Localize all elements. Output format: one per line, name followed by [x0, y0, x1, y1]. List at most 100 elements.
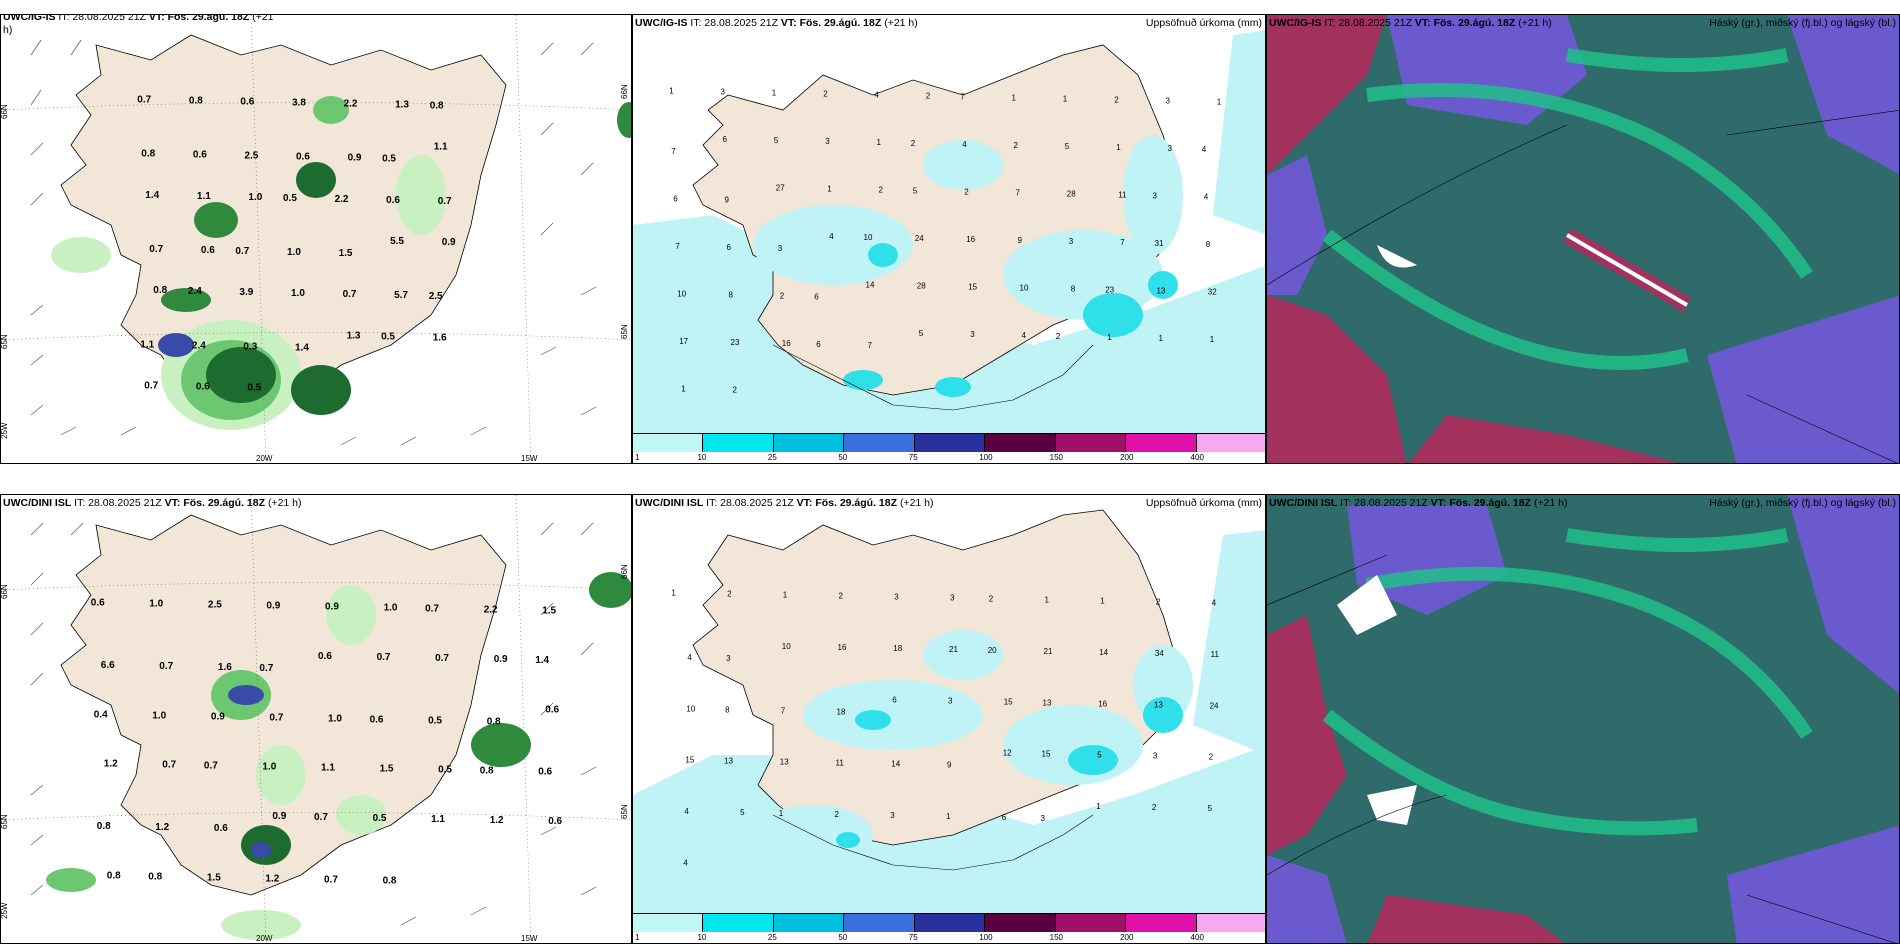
valid-time: VT: Fös. 29.ágú. 18Z [1414, 17, 1516, 29]
precip-value-label: 4 [1212, 599, 1217, 608]
wind-value-label: 0.6 [318, 651, 332, 662]
precip-value-label: 1 [1107, 333, 1112, 342]
right-label-65n: 65N [620, 324, 629, 339]
wind-value-label: 0.7 [314, 812, 328, 823]
precip-value-label: 28 [917, 282, 926, 291]
precip-value-label: 1 [1096, 802, 1101, 811]
precip-value-label: 4 [962, 140, 967, 149]
precip-value-label: 7 [675, 242, 680, 251]
precip-value-label: 15 [968, 283, 977, 292]
wind-value-label: 0.9 [494, 654, 508, 665]
wind-value-label: 1.3 [347, 330, 361, 341]
precip-value-label: 1 [1159, 334, 1164, 343]
precip-value-label: 2 [989, 595, 994, 604]
colorbar-swatch [633, 434, 704, 452]
precip-value-label: 7 [671, 147, 676, 156]
precip-value-label: 10 [686, 704, 695, 713]
colorbar-swatch [703, 434, 774, 452]
wind-value-label: 1.4 [295, 342, 309, 353]
colorbar-tick-label: 10 [697, 933, 707, 942]
top-cloud-panel: UWC/IG-IS IT: 28.08.2025 21Z VT: Fös. 29… [1266, 14, 1900, 464]
wind-value-label: 0.6 [193, 150, 207, 161]
wind-value-label: 2.2 [344, 99, 358, 110]
wind-value-label: 0.9 [272, 811, 286, 822]
wind-value-label: 0.8 [430, 101, 444, 112]
top-precip-map: 1 3 1 2 4 2 7 1 1 2 3 176 5 3 1 2 4 2 5 1 3 46 927 1 2 5 2 7 28 11 3 47… [633, 15, 1265, 463]
wind-value-label: 0.3 [243, 341, 257, 352]
wind-value-label: 1.1 [197, 191, 211, 202]
init-time: IT: 28.08.2025 21Z [687, 17, 781, 29]
top-colorbar [633, 433, 1265, 452]
colorbar-swatch [1126, 914, 1197, 932]
top-precip-right-title: Uppsöfnuð úrkoma (mm) [1145, 17, 1262, 29]
precip-value-label: 1 [783, 591, 788, 600]
precip-value-label: 15 [1042, 750, 1051, 759]
wind-value-label: 0.8 [153, 285, 167, 296]
wind-value-label: 0.4 [94, 709, 108, 720]
precip-value-label: 5 [1208, 804, 1213, 813]
init-time: IT: 28.08.2025 21Z [1321, 17, 1415, 29]
wind-value-label: 1.2 [490, 815, 504, 826]
model-name: UWC/DINI ISL [635, 497, 704, 509]
precip-value-label: 13 [724, 757, 733, 766]
precip-value-label: 3 [970, 330, 975, 339]
wind-value-label: 2.4 [188, 286, 202, 297]
precip-value-label: 4 [829, 232, 834, 241]
precip-value-label: 14 [866, 281, 875, 290]
precip-value-label: 6 [816, 340, 821, 349]
precip-value-label: 5 [1065, 142, 1070, 151]
init-time: IT: 28.08.2025 21Z [1337, 497, 1431, 509]
wind-value-label: 0.8 [383, 875, 397, 886]
colorbar-swatch [914, 434, 986, 452]
precip-value-label: 1 [772, 88, 777, 97]
wind-value-label: 1.1 [434, 142, 448, 153]
wind-value-label: 0.8 [189, 96, 203, 107]
wind-value-label: 1.6 [433, 332, 447, 343]
precip-value-label: 5 [774, 136, 779, 145]
colorbar-swatch [914, 914, 986, 932]
iceland-land [60, 514, 507, 896]
colorbar-swatch [633, 914, 704, 932]
model-name: UWC/IG-IS [3, 14, 56, 23]
colorbar-tick-label: 100 [979, 933, 993, 942]
lead-time: (+21 h) [1531, 497, 1568, 509]
wind-value-label: 1.0 [149, 599, 163, 610]
precip-value-label: 8 [729, 291, 734, 300]
precip-value-label: 10 [1020, 284, 1029, 293]
precip-value-label: 4 [875, 90, 880, 99]
colorbar-tick-label: 150 [1049, 933, 1064, 942]
colorbar-swatch [703, 914, 774, 932]
bottom-cloud-title: UWC/DINI ISL IT: 28.08.2025 21Z VT: Fös.… [1269, 497, 1568, 510]
bottom-colorbar [633, 913, 1265, 932]
wind-value-label: 1.0 [248, 192, 262, 203]
lead-time: (+21 h) [265, 497, 302, 509]
wind-value-label: 0.5 [438, 765, 452, 776]
wind-value-label: 5.7 [394, 290, 408, 301]
colorbar-swatch [1126, 434, 1197, 452]
wind-value-label: 0.5 [247, 382, 261, 393]
wind-value-label: 1.1 [321, 763, 335, 774]
init-time: IT: 28.08.2025 21Z [703, 497, 797, 509]
precip-value-label: 17 [679, 337, 688, 346]
wind-value-label: 0.7 [377, 652, 391, 663]
init-time: IT: 28.08.2025 21Z [71, 497, 165, 509]
precip-value-label: 2 [780, 292, 785, 301]
lead-time: (+21 h) [1515, 17, 1552, 29]
lon-label-20w: 20W [256, 454, 273, 463]
wind-value-label: 2.5 [208, 600, 222, 611]
wind-value-label: 0.6 [538, 767, 552, 778]
valid-time: VT: Fös. 29.ágú. 18Z [780, 17, 882, 29]
wind-value-label: 1.5 [542, 606, 556, 617]
wind-value-label: 1.2 [104, 759, 118, 770]
precip-value-label: 1 [1116, 143, 1121, 152]
colorbar-swatch [773, 434, 845, 452]
wind-value-label: 0.7 [235, 246, 249, 257]
precip-value-label: 1 [827, 184, 832, 193]
colorbar-tick-label: 100 [979, 453, 993, 462]
precip-value-label: 3 [1041, 814, 1046, 823]
colorbar-tick-label: 1 [635, 453, 640, 462]
precip-value-label: 4 [1202, 145, 1207, 154]
wind-value-label: 0.5 [283, 193, 297, 204]
bottom-cloud-map [1267, 495, 1899, 943]
precip-value-label: 13 [1154, 700, 1163, 709]
